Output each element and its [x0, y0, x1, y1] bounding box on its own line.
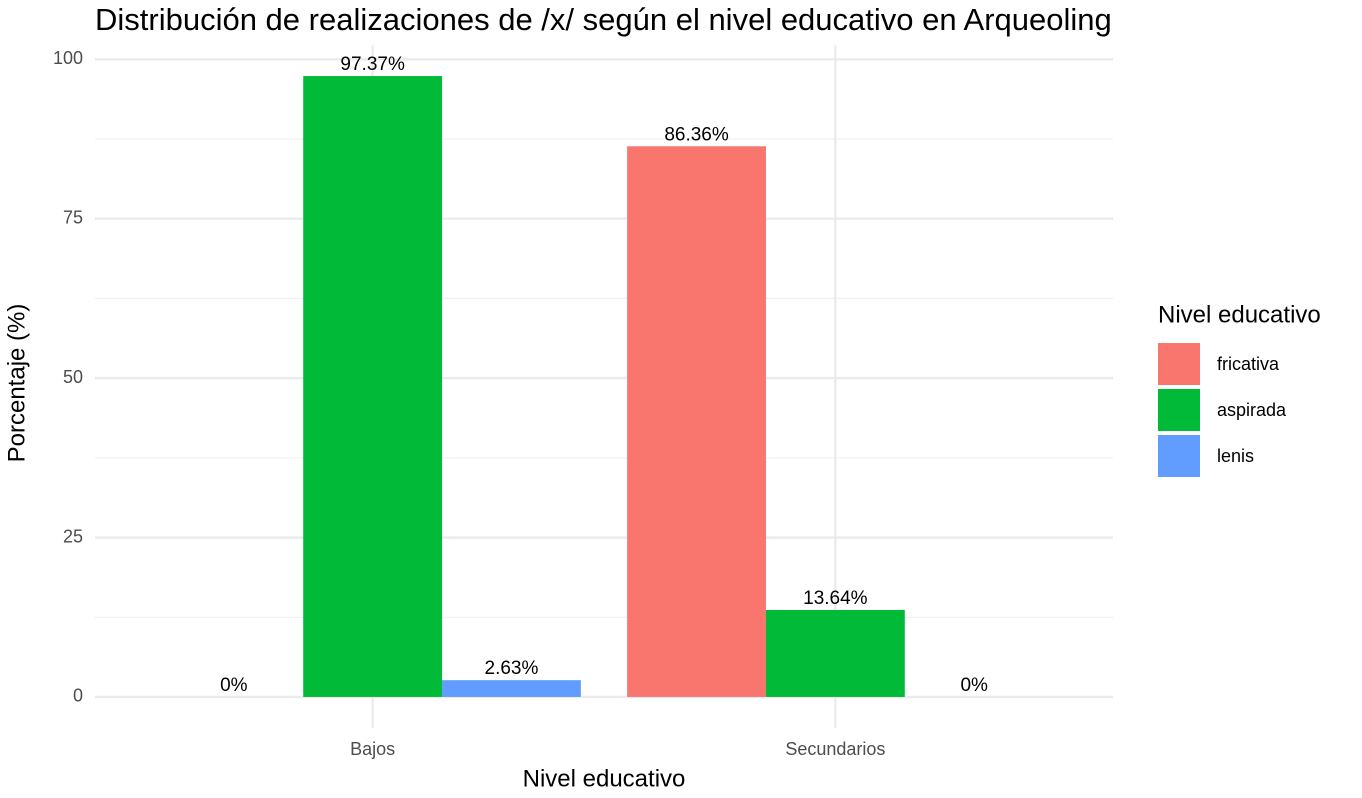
y-tick-label: 50: [63, 367, 83, 387]
legend-label: fricativa: [1217, 354, 1280, 374]
x-tick-label: Secundarios: [785, 739, 885, 759]
legend-key: [1158, 389, 1200, 431]
y-tick-label: 100: [53, 48, 83, 68]
y-tick-label: 0: [73, 686, 83, 706]
value-label: 13.64%: [803, 588, 868, 609]
bar: [442, 680, 581, 697]
legend-key: [1158, 343, 1200, 385]
y-tick-label: 25: [63, 526, 83, 546]
bar: [765, 609, 905, 697]
legend-title: Nivel educativo: [1158, 301, 1321, 328]
y-axis-title: Porcentaje (%): [3, 304, 30, 463]
value-label: 97.37%: [340, 54, 405, 75]
legend-label: lenis: [1217, 446, 1254, 466]
value-label: 0%: [220, 675, 248, 696]
bar: [303, 76, 443, 697]
value-label: 0%: [960, 675, 988, 696]
chart-title: Distribución de realizaciones de /x/ seg…: [95, 2, 1112, 37]
value-label: 2.63%: [485, 658, 539, 679]
x-tick-label: Bajos: [350, 739, 395, 759]
value-label: 86.36%: [664, 124, 729, 145]
legend-label: aspirada: [1217, 400, 1287, 420]
bar: [627, 146, 766, 697]
x-axis-title: Nivel educativo: [523, 765, 686, 792]
y-tick-label: 75: [63, 207, 83, 227]
legend-key: [1158, 435, 1200, 477]
